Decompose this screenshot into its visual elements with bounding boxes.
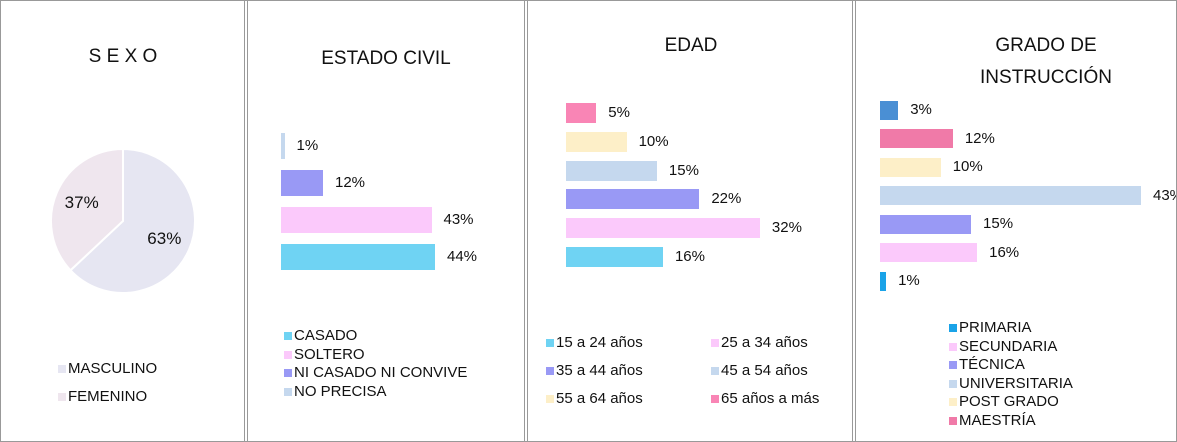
- legend-swatch: [949, 379, 957, 388]
- separator: [852, 1, 856, 441]
- bar: [566, 218, 760, 239]
- bar: [880, 243, 978, 262]
- value-label: 16%: [989, 243, 1020, 261]
- legend-label: PRIMARIA: [959, 319, 1032, 336]
- legend-swatch: [949, 342, 957, 351]
- legend-label: 45 a 54 años: [721, 362, 808, 379]
- legend-label: TÉCNICA: [959, 356, 1025, 373]
- legend-swatch: [949, 324, 957, 332]
- legend-label: NO PRECISA: [294, 382, 387, 400]
- bar: [566, 189, 700, 210]
- legend-swatch: [284, 332, 292, 340]
- legend-swatch: [711, 367, 719, 375]
- value-label: 5%: [608, 104, 630, 121]
- legend-swatch: [284, 387, 292, 396]
- value-label: 43%: [443, 211, 474, 228]
- separator: [244, 1, 248, 441]
- legend-label: NI CASADO NI CONVIVE: [294, 364, 468, 381]
- value-label: 16%: [674, 248, 705, 265]
- value-label: 22%: [711, 190, 742, 208]
- bar: [880, 129, 953, 148]
- value-label: 15%: [983, 215, 1014, 232]
- legend-label: 55 a 64 años: [556, 390, 643, 407]
- value-label: 3%: [910, 101, 932, 118]
- legend-label: MAESTRÍA: [959, 411, 1036, 429]
- value-label: 37%: [64, 193, 99, 213]
- legend-label: MASCULINO: [68, 360, 158, 377]
- bar: [566, 160, 657, 181]
- legend-label: CASADO: [294, 327, 358, 344]
- chart-title: ESTADO CIVIL: [321, 48, 451, 69]
- legend-swatch: [58, 365, 66, 373]
- legend-swatch: [546, 339, 554, 347]
- bar: [880, 186, 1141, 205]
- legend-swatch: [58, 393, 66, 401]
- legend-swatch: [949, 398, 957, 406]
- value-label: 12%: [335, 174, 366, 191]
- bar: [281, 133, 285, 159]
- pie-slice: [50, 147, 124, 272]
- pie-slice: [69, 147, 196, 294]
- bar: [281, 170, 323, 196]
- legend-label: SECUNDARIA: [959, 337, 1058, 355]
- legend-swatch: [711, 395, 719, 403]
- value-label: 63%: [147, 228, 182, 248]
- separator: [524, 1, 528, 441]
- legend-label: 35 a 44 años: [556, 362, 643, 379]
- bar: [566, 103, 597, 123]
- value-label: 43%: [1153, 186, 1176, 204]
- legend-label: 15 a 24 años: [556, 334, 643, 351]
- value-label: 1%: [296, 137, 319, 154]
- value-label: 10%: [638, 132, 669, 150]
- legend-swatch: [546, 395, 554, 403]
- chart-title: EDAD: [664, 35, 718, 56]
- legend-swatch: [284, 369, 292, 377]
- bar: [566, 247, 663, 267]
- value-label: 32%: [771, 219, 802, 237]
- legend-label: SOLTERO: [294, 345, 365, 363]
- bar: [880, 271, 887, 291]
- value-label: 15%: [668, 161, 699, 179]
- legend-swatch: [284, 350, 292, 359]
- legend-label: UNIVERSITARIA: [959, 374, 1073, 392]
- legend-label: 25 a 34 años: [721, 334, 808, 351]
- legend-label: POST GRADO: [959, 393, 1059, 410]
- bar: [880, 157, 941, 177]
- legend-label: FEMENINO: [68, 388, 148, 405]
- legend-swatch: [949, 361, 957, 369]
- bar: [566, 131, 627, 152]
- value-label: 10%: [952, 158, 983, 175]
- legend-swatch: [949, 416, 957, 425]
- bar: [281, 244, 435, 270]
- legend-swatch: [546, 367, 554, 375]
- value-label: 1%: [898, 272, 920, 289]
- chart-title: S E X O: [88, 46, 158, 67]
- bar: [281, 207, 432, 233]
- value-label: 44%: [447, 248, 478, 265]
- bar: [880, 100, 899, 120]
- chart-title: GRADO DE INSTRUCCIÓN: [980, 35, 1112, 88]
- value-label: 12%: [964, 129, 995, 147]
- bar: [880, 214, 972, 234]
- legend-label: 65 años a más: [721, 390, 820, 407]
- legend-swatch: [711, 339, 719, 347]
